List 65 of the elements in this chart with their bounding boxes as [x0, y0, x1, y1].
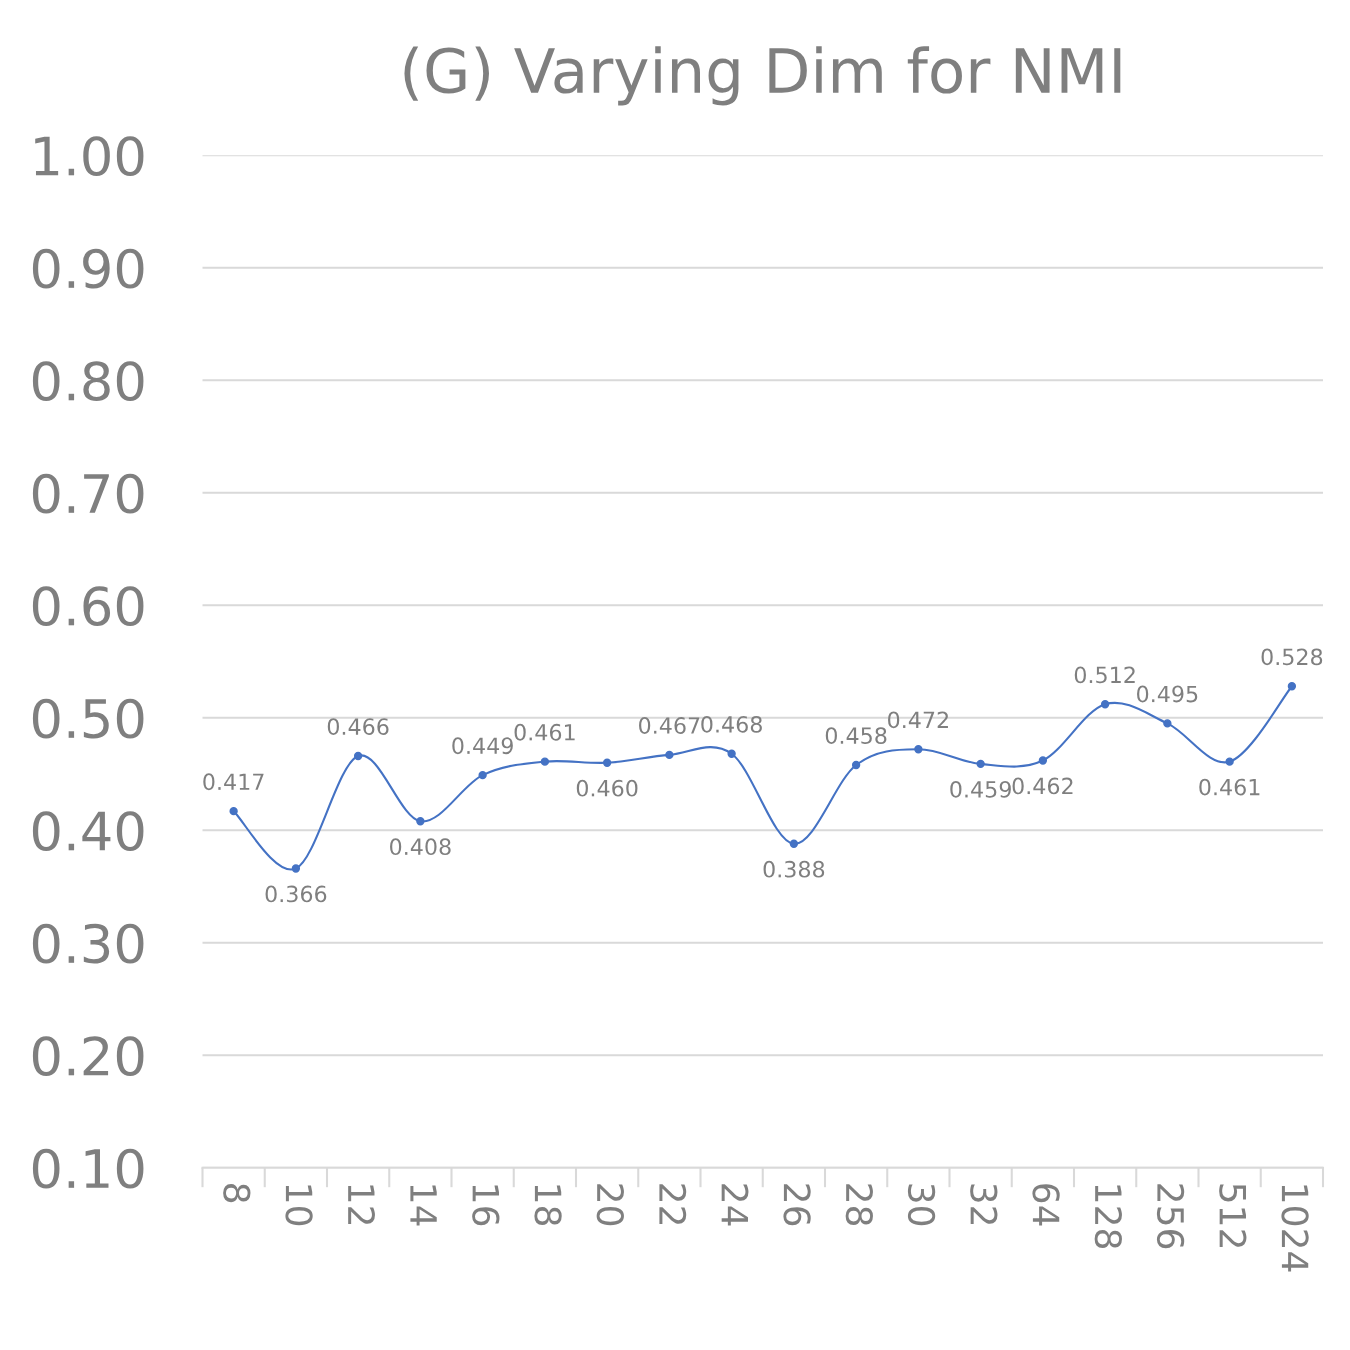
- data-label: 0.467: [639, 717, 700, 734]
- point: [1100, 700, 1110, 709]
- data-label: 0.417: [203, 773, 264, 791]
- data-label: 0.459: [950, 780, 1011, 798]
- x-tick-label: 18: [534, 1185, 562, 1226]
- x-tick-label: 512: [1219, 1184, 1247, 1247]
- data-label: 0.388: [763, 860, 825, 878]
- point: [602, 758, 612, 767]
- point: [1038, 756, 1048, 765]
- chart-title: (G) Varying Dim for NMI: [404, 46, 1121, 106]
- y-tick-label: 0.80: [32, 361, 144, 402]
- x-tick-label: 20: [596, 1184, 624, 1226]
- point: [789, 839, 799, 848]
- y-tick-label: 0.40: [32, 811, 144, 852]
- data-label: 0.408: [390, 838, 451, 856]
- x-tick-label: 64: [1032, 1184, 1060, 1226]
- point: [416, 817, 425, 826]
- data-label: 0.461: [1199, 778, 1260, 796]
- x-tick-label: 14: [410, 1185, 437, 1226]
- x-tick-label: 128: [1094, 1185, 1122, 1249]
- point: [1225, 757, 1234, 766]
- point: [914, 745, 923, 754]
- y-tick-label: 0.60: [32, 586, 144, 627]
- point: [291, 864, 301, 873]
- point: [851, 760, 861, 770]
- data-label: 0.458: [825, 727, 887, 745]
- x-tick-label: 24: [721, 1184, 749, 1226]
- y-tick-label: 0.90: [32, 248, 144, 289]
- x-tick-label: 16: [472, 1185, 500, 1226]
- x-tick-label: 10: [285, 1185, 313, 1226]
- data-label: 0.462: [1012, 777, 1073, 795]
- data-label: 0.461: [514, 723, 575, 741]
- data-label: 0.466: [327, 718, 389, 736]
- data-label: 0.366: [265, 885, 327, 903]
- x-tick-label: 12: [348, 1185, 375, 1224]
- y-tick-label: 0.70: [32, 473, 144, 514]
- x-tick-label: 1024: [1281, 1185, 1309, 1272]
- x-tick-label: 8: [223, 1184, 251, 1203]
- data-label: 0.512: [1074, 666, 1135, 684]
- data-label: 0.528: [1261, 648, 1323, 666]
- point: [976, 759, 985, 769]
- data-label: 0.468: [701, 715, 762, 733]
- x-tick-label: 256: [1156, 1184, 1185, 1249]
- y-tick-label: 1.00: [35, 136, 144, 177]
- point: [540, 757, 550, 766]
- y-tick-label: 0.10: [32, 1148, 144, 1189]
- y-tick-label: 0.50: [32, 698, 144, 739]
- point: [478, 770, 487, 780]
- data-label: 0.460: [576, 779, 638, 797]
- data-label: 0.495: [1137, 685, 1198, 703]
- x-tick-label: 30: [907, 1184, 936, 1226]
- point: [353, 751, 363, 761]
- point: [665, 750, 674, 760]
- point: [1163, 719, 1172, 728]
- point: [727, 749, 736, 758]
- x-tick-label: 32: [970, 1184, 998, 1224]
- y-tick-label: 0.30: [32, 923, 144, 964]
- y-tick-label: 0.20: [32, 1036, 144, 1077]
- data-label: 0.472: [888, 711, 948, 729]
- point: [1287, 682, 1297, 691]
- x-tick-label: 26: [783, 1184, 811, 1226]
- x-tick-label: 22: [659, 1184, 687, 1224]
- point: [229, 806, 238, 816]
- data-label: 0.449: [452, 737, 513, 755]
- x-tick-label: 28: [845, 1184, 873, 1226]
